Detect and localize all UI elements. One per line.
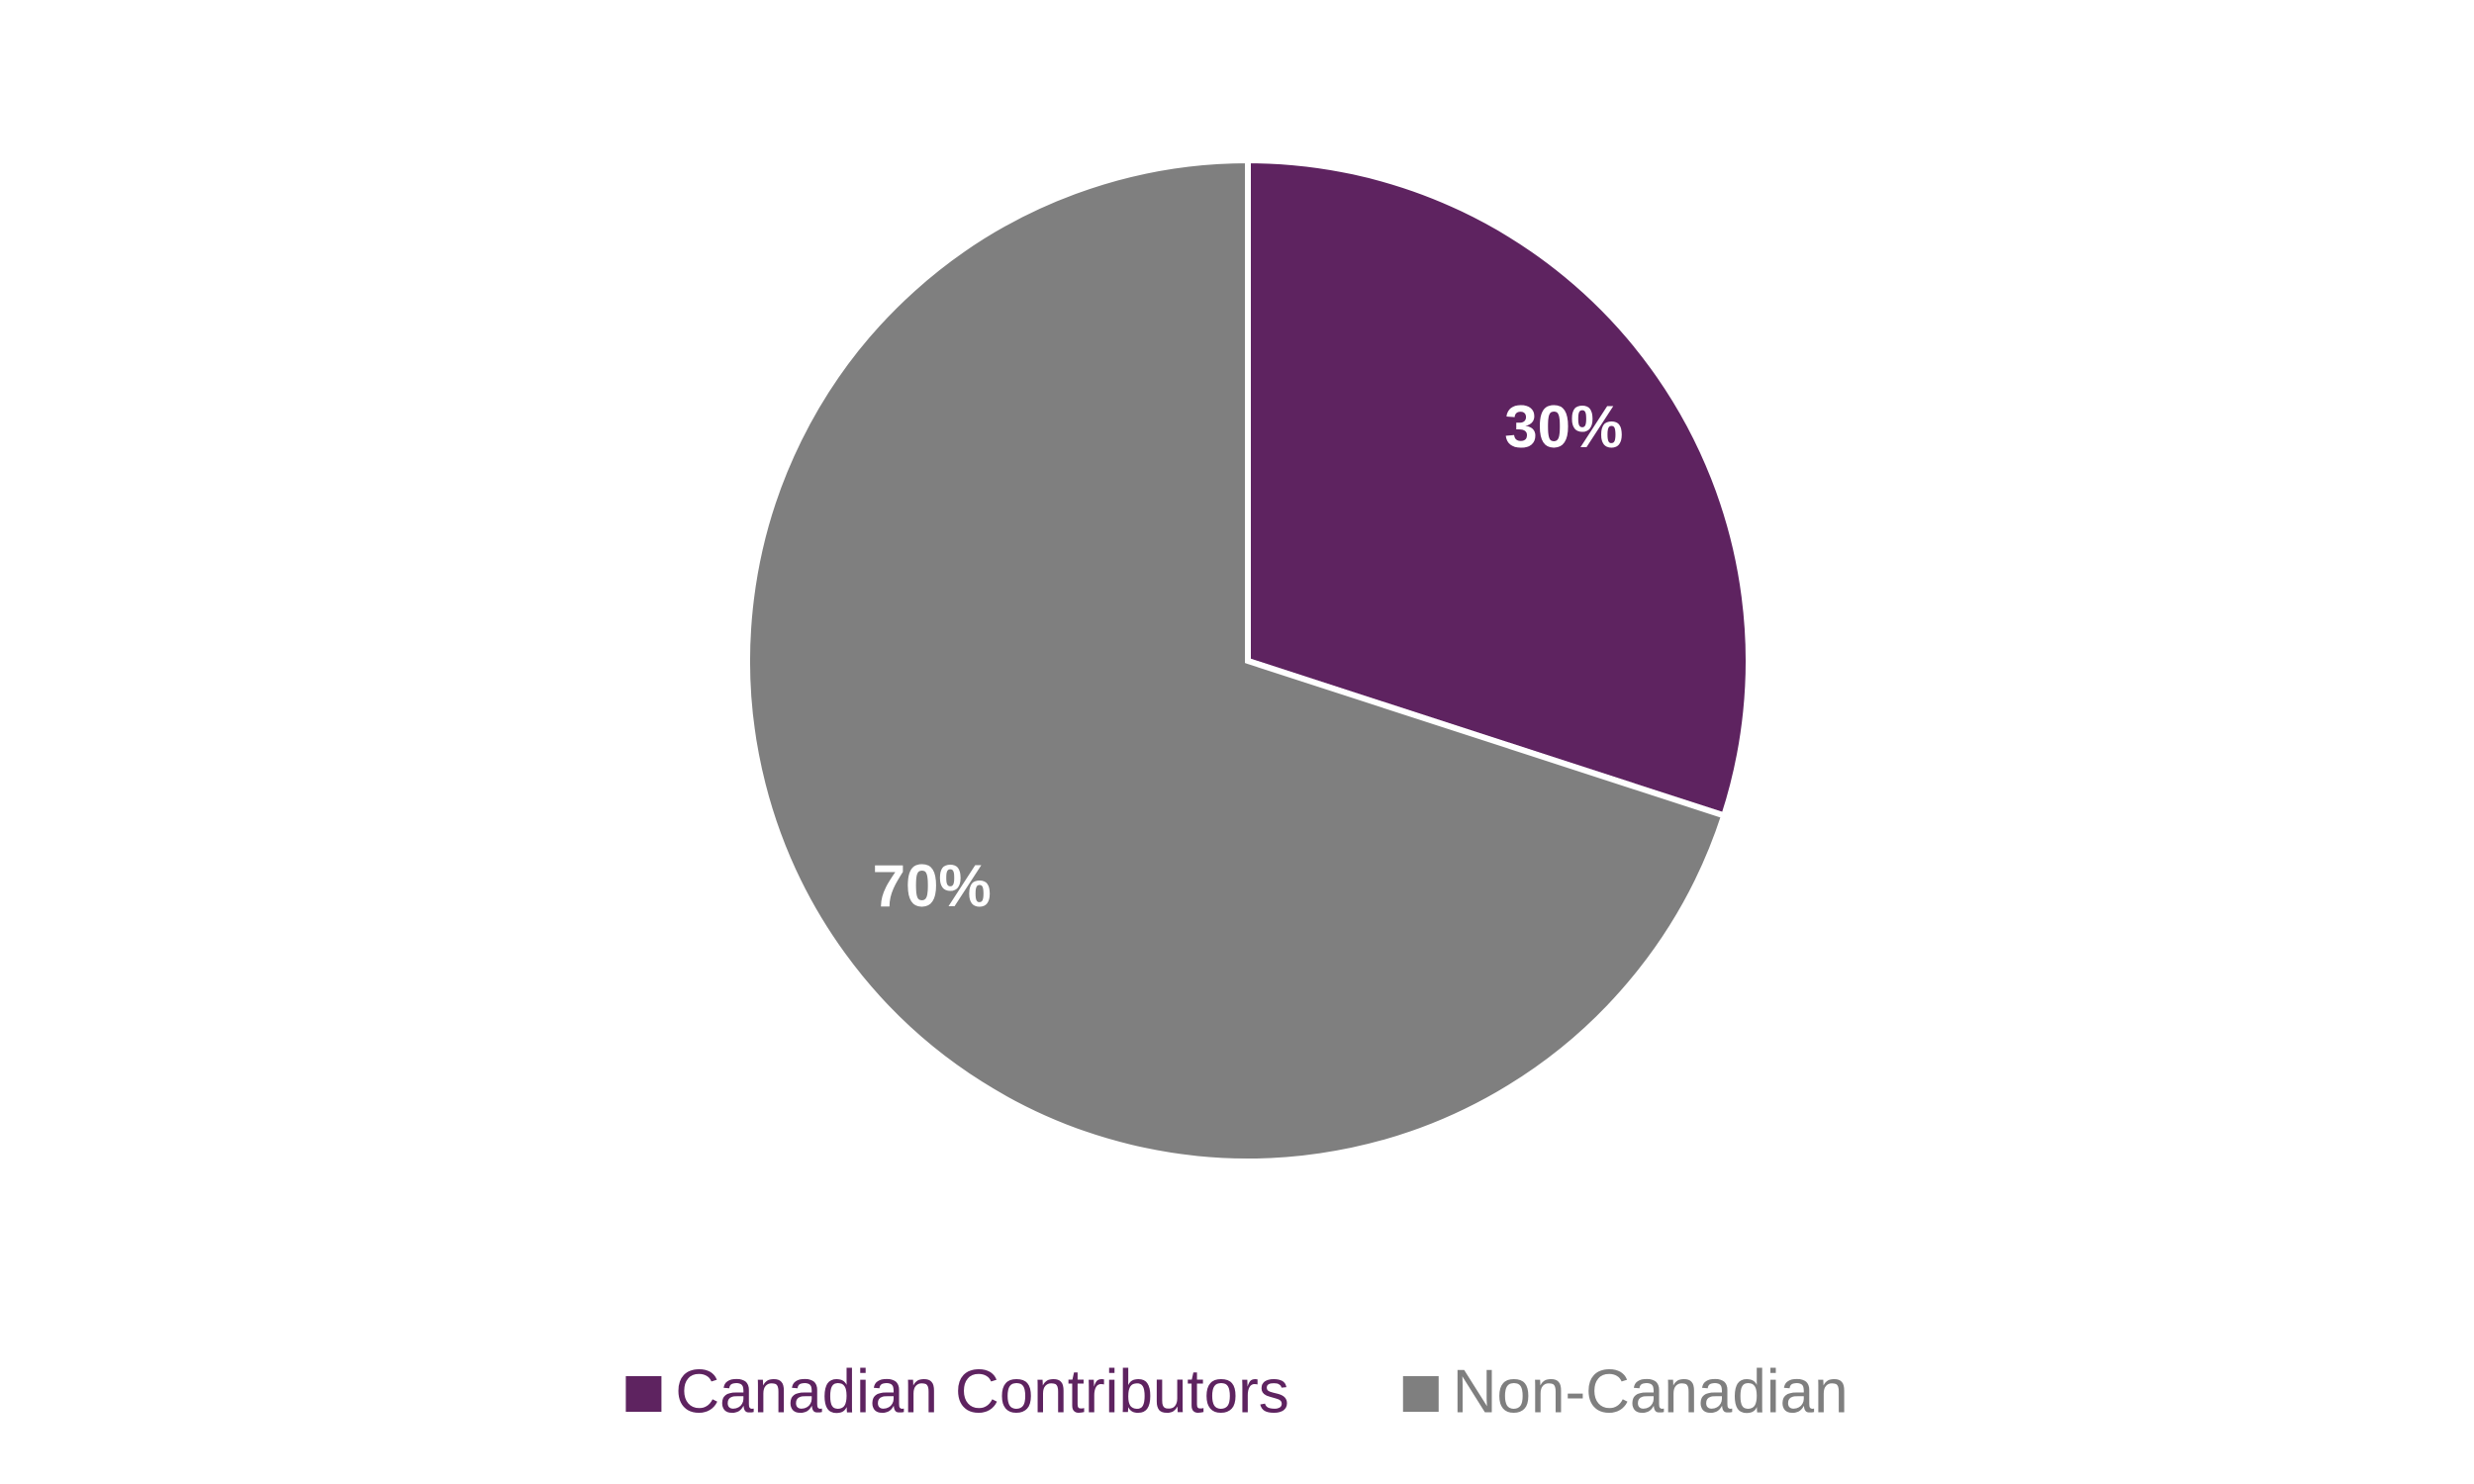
pie-slice (1245, 156, 1752, 820)
legend-label: Non-Canadian (1453, 1357, 1849, 1426)
slice-label: 70% (873, 853, 992, 919)
legend-swatch (1402, 1376, 1439, 1412)
legend-swatch (625, 1376, 662, 1412)
slice-label: 30% (1504, 394, 1623, 460)
pie-slice (744, 156, 1729, 1164)
legend-label: Canadian Contributors (675, 1357, 1288, 1426)
